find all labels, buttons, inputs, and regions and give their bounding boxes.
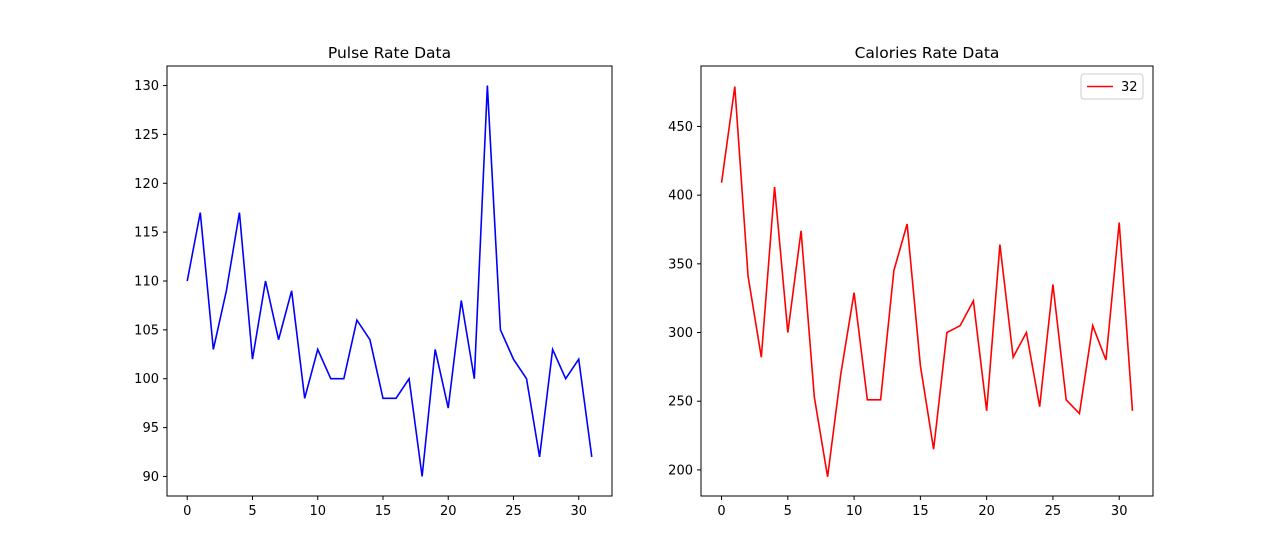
y-tick-label: 125 [134, 128, 159, 143]
y-tick-label: 100 [134, 372, 159, 387]
y-tick-label: 200 [668, 463, 693, 478]
y-tick-label: 250 [668, 395, 693, 410]
x-tick-label: 25 [1045, 504, 1062, 519]
x-tick-label: 0 [183, 504, 191, 519]
y-tick-label: 95 [142, 421, 159, 436]
y-tick-label: 110 [134, 275, 159, 290]
pulse-rate-chart: Pulse Rate Data 0 5 10 15 20 25 30 90 95 100 105 110… [134, 44, 613, 519]
x-tick-label: 15 [912, 504, 929, 519]
chart-title: Calories Rate Data [855, 44, 1000, 62]
x-tick-label: 30 [570, 504, 587, 519]
series-line [720, 86, 1134, 477]
legend-label: 32 [1121, 80, 1138, 95]
x-tick-label: 10 [846, 504, 863, 519]
y-tick-label: 400 [668, 189, 693, 204]
y-tick-label: 115 [134, 226, 159, 241]
x-tick-label: 15 [375, 504, 392, 519]
y-tick-label: 300 [668, 326, 693, 341]
series-line [186, 85, 593, 477]
x-tick-label: 5 [248, 504, 256, 519]
y-tick-label: 350 [668, 257, 693, 272]
y-tick-label: 130 [134, 79, 159, 94]
x-tick-label: 20 [978, 504, 995, 519]
x-tick-label: 10 [309, 504, 326, 519]
x-tick-label: 20 [440, 504, 457, 519]
y-tick-label: 120 [134, 177, 159, 192]
axes-frame [700, 65, 1154, 497]
x-tick-label: 5 [784, 504, 792, 519]
y-tick-label: 450 [668, 120, 693, 135]
calories-rate-chart: Calories Rate Data 0 5 10 15 20 25 30 200 250 300 3… [668, 44, 1154, 519]
y-tick-label: 105 [134, 323, 159, 338]
x-tick-label: 30 [1111, 504, 1128, 519]
chart-title: Pulse Rate Data [328, 44, 451, 62]
x-tick-label: 25 [505, 504, 522, 519]
x-tick-label: 0 [717, 504, 725, 519]
y-tick-label: 90 [142, 470, 159, 485]
